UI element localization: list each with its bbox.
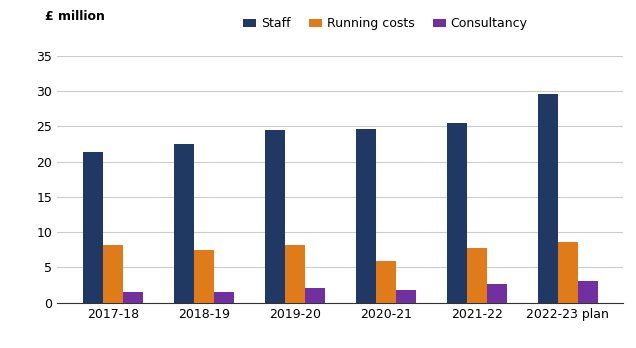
Bar [265, 130, 285, 303]
Legend: Staff, Running costs, Consultancy: Staff, Running costs, Consultancy [244, 17, 528, 31]
Bar [487, 284, 507, 303]
Bar [305, 288, 325, 303]
Bar [174, 144, 194, 303]
Bar [214, 292, 234, 303]
Bar [356, 129, 376, 303]
Bar [446, 123, 467, 303]
Bar [285, 245, 305, 303]
Bar [467, 248, 487, 303]
Bar [558, 242, 577, 303]
Bar [123, 292, 143, 303]
Text: £ million: £ million [45, 10, 104, 23]
Bar [577, 282, 598, 303]
Bar [103, 245, 123, 303]
Bar [396, 290, 416, 303]
Bar [83, 152, 103, 303]
Bar [537, 94, 558, 303]
Bar [194, 250, 214, 303]
Bar [376, 261, 396, 303]
